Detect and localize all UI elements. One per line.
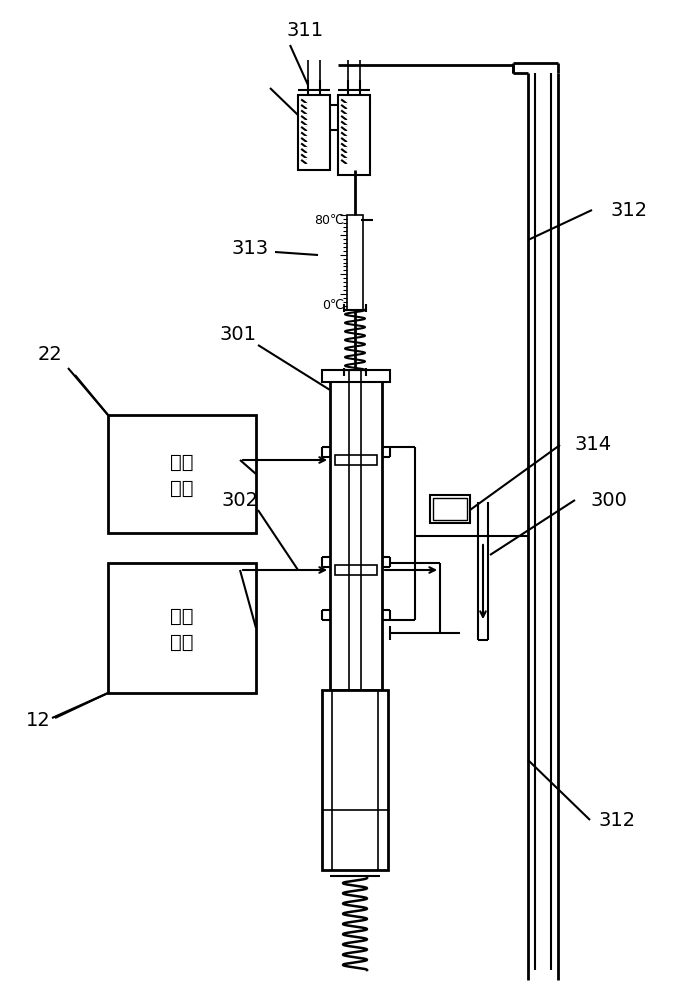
Text: 313: 313: [231, 238, 268, 257]
Bar: [338, 95, 370, 175]
Bar: [322, 370, 390, 382]
Text: 22: 22: [38, 346, 62, 364]
Text: 12: 12: [26, 710, 50, 730]
Text: 312: 312: [598, 810, 635, 830]
Text: 集熱: 集熱: [171, 606, 194, 626]
Text: 水箱: 水箱: [171, 479, 194, 497]
Bar: [322, 690, 388, 870]
Bar: [433, 498, 467, 520]
Text: 高溫: 高溫: [171, 452, 194, 472]
Bar: [335, 455, 377, 465]
Text: 300: 300: [590, 490, 627, 510]
Text: 80℃: 80℃: [314, 214, 344, 227]
Text: 0℃: 0℃: [322, 298, 344, 312]
Text: 301: 301: [219, 326, 257, 344]
Bar: [330, 370, 382, 690]
Bar: [347, 215, 363, 310]
Text: 314: 314: [575, 436, 612, 454]
Bar: [298, 95, 330, 170]
Text: 302: 302: [222, 490, 259, 510]
Text: 311: 311: [287, 20, 324, 39]
Text: 312: 312: [610, 200, 647, 220]
Bar: [430, 495, 470, 523]
Text: 水箱: 水箱: [171, 633, 194, 652]
Bar: [335, 565, 377, 575]
Bar: [108, 563, 256, 693]
Bar: [108, 415, 256, 533]
